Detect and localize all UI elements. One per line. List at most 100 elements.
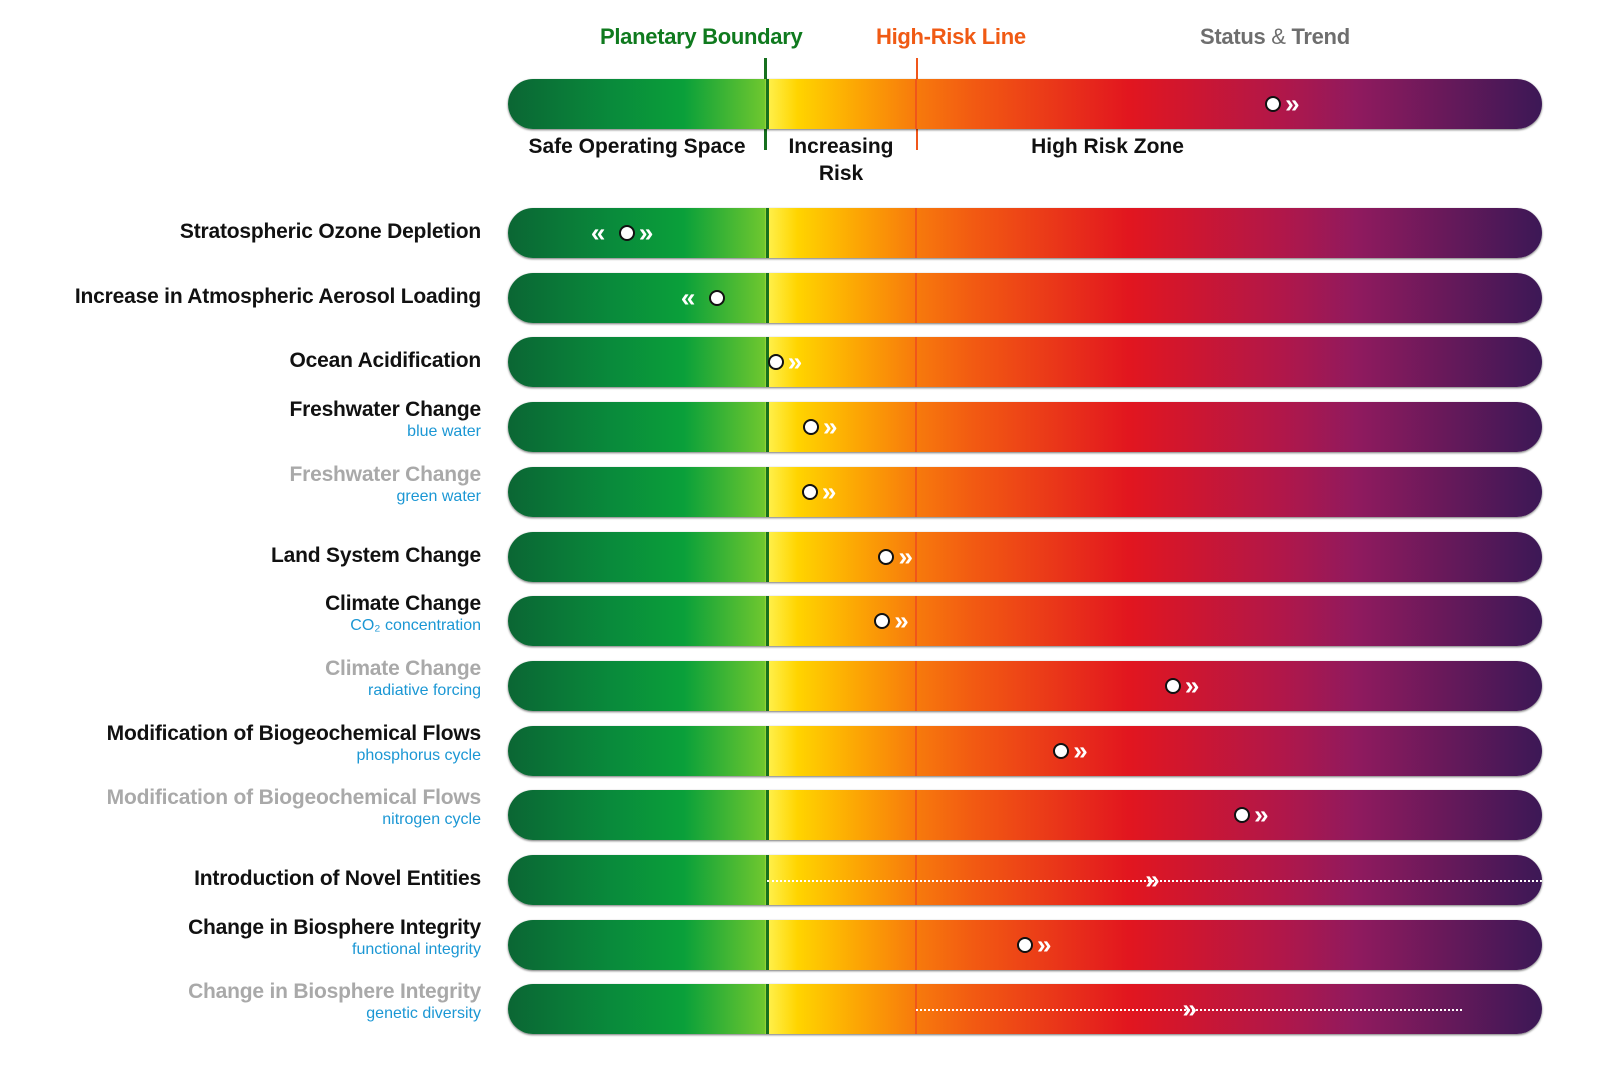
row-label: Freshwater Change blue water: [290, 398, 482, 441]
status-marker: [878, 548, 895, 565]
row-gradient-bar: » «: [508, 208, 1542, 258]
uncertainty-range: [916, 1009, 1463, 1012]
row-title: Freshwater Change: [289, 398, 482, 422]
row-gradient-bar: »: [508, 596, 1542, 647]
zone-increasing-risk: Increasing Risk: [770, 133, 912, 187]
boundary-line: [765, 466, 769, 517]
status-marker: [618, 225, 635, 241]
row-gradient-bar: «: [508, 272, 1542, 323]
row-subtitle: green water: [396, 487, 482, 505]
row-subtitle: blue water: [407, 423, 481, 441]
trend-arrow-right-icon: »: [898, 540, 913, 571]
row-title: Modification of Biogeochemical Flows: [106, 786, 482, 810]
boundary-line: [765, 725, 769, 776]
row-gradient-bar: »: [508, 337, 1542, 388]
trend-arrow-right-icon: »: [1037, 929, 1052, 960]
uncertainty-range: [766, 880, 1542, 882]
status-marker: [874, 613, 891, 630]
status-marker: [1164, 677, 1181, 694]
row-label: Modification of Biogeochemical Flows nitr…: [106, 786, 482, 829]
zone-safe-operating-space: Safe Operating Space: [528, 135, 746, 158]
trend-arrow-right-icon: »: [787, 346, 803, 377]
row-title: Increase in Atmospheric Aerosol Loading: [74, 284, 481, 308]
trend-arrow-right-icon: »: [1182, 993, 1197, 1024]
row-label: Freshwater Change green water: [290, 463, 482, 506]
row-label: Change in Biosphere Integrity genetic div…: [188, 980, 481, 1023]
status-word: Status: [1200, 24, 1266, 49]
high-risk-line: [915, 337, 918, 388]
row-title: Climate Change: [325, 656, 481, 680]
status-marker: [708, 289, 725, 306]
row-title: Stratospheric Ozone Depletion: [179, 220, 481, 243]
row-title: Modification of Biogeochemical Flows: [106, 721, 482, 745]
row-subtitle: radiative forcing: [368, 681, 481, 699]
high-risk-line: [915, 725, 918, 776]
row-subtitle: CO₂ concentration: [350, 617, 481, 635]
row-subtitle: genetic diversity: [366, 1005, 481, 1023]
status-marker: [801, 483, 818, 500]
row-label: Increase in Atmospheric Aerosol Loading: [75, 285, 481, 309]
high-risk-line-label: High-Risk Line: [876, 24, 1026, 49]
legend-gradient-bar: »: [508, 79, 1542, 129]
row-gradient-bar: »: [508, 660, 1542, 711]
row-label: Stratospheric Ozone Depletion: [180, 220, 481, 244]
boundary-line: [765, 919, 769, 970]
row-gradient-bar: »: [508, 725, 1542, 776]
status-marker: [1017, 936, 1033, 953]
status-marker: [1265, 96, 1282, 112]
boundary-line: [765, 531, 769, 582]
row-title: Change in Biosphere Integrity: [188, 980, 481, 1004]
high-risk-line: [915, 272, 918, 323]
row-label: Change in Biosphere Integrity functional …: [188, 916, 481, 959]
planetary-boundary-label: Planetary Boundary: [600, 24, 803, 49]
boundary-line: [765, 596, 769, 647]
row-title: Climate Change: [325, 592, 481, 616]
zone-increasing-line2: Risk: [818, 162, 864, 185]
trend-arrow-right-icon: »: [821, 476, 837, 507]
row-title: Introduction of Novel Entities: [194, 867, 481, 890]
row-subtitle: nitrogen cycle: [382, 811, 481, 829]
high-risk-line: [915, 596, 918, 647]
trend-arrow-right-icon: »: [1145, 864, 1160, 895]
trend-arrow-left-icon: «: [680, 282, 696, 313]
status-marker: [1234, 807, 1251, 824]
boundary-line: [765, 660, 769, 711]
trend-arrow-right-icon: »: [822, 411, 838, 442]
status-marker: [1053, 742, 1070, 759]
boundary-line: [765, 790, 769, 841]
boundary-line: [765, 272, 769, 323]
status-marker: [767, 354, 784, 371]
high-risk-line: [915, 531, 918, 582]
row-label: Climate Change radiative forcing: [325, 657, 481, 700]
trend-arrow-right-icon: »: [638, 217, 654, 248]
trend-arrow-right-icon: »: [1254, 799, 1269, 830]
boundary-line: [765, 337, 769, 388]
boundary-line: [765, 208, 769, 258]
high-risk-line: [915, 402, 918, 453]
boundary-line: [765, 79, 769, 129]
row-subtitle: phosphorus cycle: [356, 746, 481, 764]
row-gradient-bar: »: [508, 790, 1542, 841]
ampersand: &: [1271, 24, 1286, 49]
row-gradient-bar: »: [508, 531, 1542, 582]
row-label: Modification of Biogeochemical Flows phos…: [106, 721, 482, 765]
high-risk-line: [915, 790, 918, 841]
boundary-line: [765, 402, 769, 453]
row-label: Introduction of Novel Entities: [194, 867, 481, 891]
boundary-line: [765, 984, 769, 1035]
row-title: Change in Biosphere Integrity: [188, 915, 481, 939]
zone-increasing-line1: Increasing: [788, 135, 894, 158]
row-gradient-bar: »: [508, 466, 1542, 517]
trend-arrow-right-icon: »: [894, 605, 909, 636]
row-title: Land System Change: [271, 543, 481, 567]
row-gradient-bar: »: [508, 984, 1542, 1035]
trend-arrow-right-icon: »: [1184, 670, 1200, 701]
trend-arrow-right-icon: »: [1073, 735, 1088, 766]
trend-arrow-left-icon: «: [590, 217, 606, 248]
high-risk-line: [915, 79, 918, 129]
status-marker: [802, 419, 819, 436]
high-risk-line: [915, 208, 918, 258]
row-label: Ocean Acidification: [290, 349, 482, 373]
row-title: Freshwater Change: [289, 462, 482, 486]
high-risk-line: [915, 919, 918, 970]
